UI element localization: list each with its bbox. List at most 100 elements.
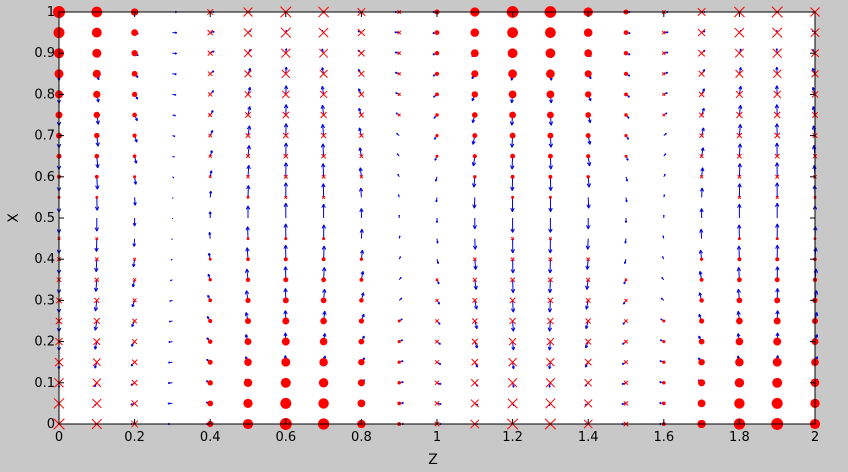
vector-arrow-head: [399, 276, 402, 279]
vector-arrow-head: [659, 381, 662, 384]
vector-arrow-head: [739, 183, 742, 188]
vector-arrow-head: [245, 247, 248, 252]
marker-cross: [735, 69, 744, 78]
vector-arrow: [512, 320, 514, 332]
vector-arrow-head: [95, 307, 99, 312]
marker-dot: [244, 358, 252, 367]
marker-dot: [546, 69, 555, 79]
vector-arrow-head: [131, 324, 135, 328]
marker-dot: [774, 277, 780, 283]
vector-arrow-head: [738, 203, 742, 208]
vector-arrow-head: [471, 77, 475, 80]
marker-cross: [736, 132, 743, 139]
vector-arrow-head: [283, 288, 286, 293]
y-tick-label: 0.1: [34, 376, 55, 391]
vector-arrow-head: [699, 228, 702, 233]
vector-arrow-head: [323, 245, 327, 250]
vector-arrow: [323, 245, 325, 260]
marker-dot: [623, 30, 629, 35]
marker-cross: [510, 277, 516, 283]
y-tick-label: 0.4: [34, 252, 55, 267]
vector-arrow-head: [246, 247, 250, 252]
vector-arrow-head: [285, 182, 289, 187]
vector-arrow-head: [587, 245, 591, 250]
marker-cross: [95, 236, 99, 241]
marker-dot: [207, 339, 213, 344]
vector-arrow-head: [439, 342, 441, 345]
vector-arrow-head: [472, 225, 476, 230]
vector-arrow-head: [737, 183, 741, 188]
vector-arrow-head: [775, 223, 778, 228]
marker-cross: [93, 317, 101, 325]
vector-arrow-head: [739, 163, 742, 168]
vector-arrow-head: [699, 187, 703, 192]
vector-arrow-head: [510, 186, 513, 191]
marker-cross: [773, 111, 781, 119]
marker-dot: [282, 297, 289, 304]
vector-arrow-head: [321, 267, 325, 272]
marker-cross: [359, 154, 364, 159]
vector-arrow-head: [512, 327, 516, 332]
marker-cross: [737, 195, 742, 200]
vector-arrow-head: [247, 205, 251, 210]
marker-dot: [624, 92, 628, 97]
marker-dot: [772, 377, 783, 388]
vector-arrow: [738, 105, 742, 116]
vector-arrow-head: [472, 162, 477, 167]
marker-dot: [736, 317, 743, 325]
marker-dot: [357, 399, 366, 408]
vector-arrow-head: [815, 268, 819, 273]
marker-cross: [319, 90, 328, 99]
vector-arrow-head: [394, 31, 397, 34]
marker-dot: [94, 153, 100, 159]
vector-arrow-head: [628, 95, 630, 98]
vector-arrow-head: [550, 99, 553, 104]
vector-arrow-head: [245, 205, 249, 210]
marker-dot: [358, 318, 364, 324]
vector-arrow-head: [510, 327, 514, 332]
marker-cross: [283, 153, 289, 159]
y-tick-label: 0.7: [34, 129, 55, 144]
marker-dot: [771, 397, 783, 409]
vector-arrow-head: [285, 123, 289, 128]
marker-cross: [472, 257, 477, 262]
vector-arrow-head: [95, 267, 99, 272]
marker-dot: [280, 377, 291, 388]
marker-dot: [470, 49, 479, 58]
vector-arrow: [701, 167, 704, 177]
vector-arrow-head: [775, 332, 779, 337]
vector-arrow-head: [698, 271, 701, 275]
vector-arrow-head: [435, 179, 438, 182]
vector-arrow-head: [774, 162, 778, 167]
vector-arrow-head: [473, 285, 477, 290]
vector-arrow-head: [207, 253, 210, 256]
vector-arrow-head: [549, 327, 553, 332]
vector-arrow-head: [776, 104, 780, 109]
vector-arrow: [359, 147, 362, 157]
marker-cross: [397, 71, 402, 76]
vector-arrow-head: [775, 288, 778, 293]
vector-arrow-head: [476, 305, 478, 310]
marker-cross: [662, 113, 666, 117]
vector-arrow-head: [437, 241, 439, 244]
vector-arrow-head: [321, 163, 324, 168]
marker-cross: [397, 113, 401, 117]
marker-cross: [546, 317, 554, 325]
marker-dot: [775, 257, 780, 262]
marker-dot: [282, 317, 290, 325]
vector-arrow-head: [283, 266, 286, 271]
vector-arrow: [738, 163, 741, 177]
vector-arrow: [247, 106, 251, 116]
vector-arrow-head: [434, 138, 437, 140]
vector-arrow-head: [358, 167, 361, 172]
marker-dot: [92, 48, 102, 58]
marker-dot: [545, 27, 556, 38]
vector-arrow-head: [211, 90, 214, 92]
vector-arrow-head: [401, 401, 404, 404]
y-axis-ticks: 0 0.1 0.2 0.3 0.4 0.5 0.6 0.7 0.8 0.9 1: [34, 5, 815, 432]
vector-arrow-head: [738, 85, 742, 90]
marker-dot: [321, 277, 326, 283]
vector-arrow-head: [321, 224, 325, 229]
vector-arrow-head: [246, 185, 249, 190]
marker-dot: [472, 154, 477, 159]
